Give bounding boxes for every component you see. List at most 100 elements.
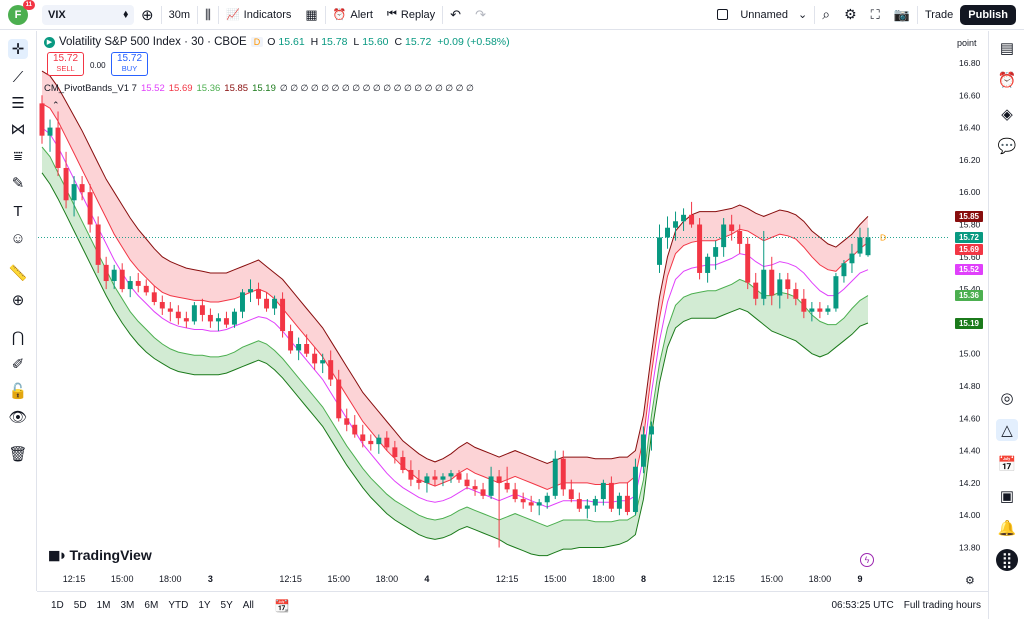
candle-body — [320, 360, 326, 364]
templates-button[interactable]: ▦ — [298, 0, 324, 30]
y-tick-label: 14.00 — [959, 510, 981, 520]
range-button-3m[interactable]: 3M — [120, 600, 135, 611]
indicators-button[interactable]: 📈 Indicators — [219, 0, 298, 30]
lightning-icon[interactable]: ϟ — [860, 553, 874, 567]
range-button-all[interactable]: All — [242, 600, 254, 611]
chat-icon[interactable]: 💬 — [997, 138, 1017, 155]
symbol-title[interactable]: Volatility S&P 500 Index · 30 · CBOE — [59, 36, 247, 48]
add-symbol-button[interactable]: ⊕ — [134, 0, 161, 30]
settings-button[interactable]: ⚙ — [837, 0, 864, 30]
y-tick-label: 14.40 — [959, 446, 981, 456]
avatar-letter: F — [14, 8, 22, 21]
undo-button[interactable]: ↶ — [443, 0, 468, 30]
change-value: +0.09 (+0.58%) — [437, 36, 510, 48]
range-button-5d[interactable]: 5D — [73, 600, 87, 611]
candle-body — [857, 237, 863, 254]
range-button-1d[interactable]: 1D — [51, 600, 64, 611]
range-button-ytd[interactable]: YTD — [168, 600, 189, 611]
zoom-in-icon[interactable]: ⊕ — [11, 292, 25, 309]
quick-search-button[interactable]: ⌕ — [815, 0, 837, 30]
bell-icon[interactable]: 🔔 — [997, 520, 1017, 537]
indicator-value-5: 15.19 — [252, 83, 276, 94]
horizontal-lines-icon[interactable]: ☰ — [11, 95, 25, 112]
layout-menu[interactable]: Unnamed ⌄ — [710, 0, 814, 30]
publish-button[interactable]: Publish — [960, 4, 1016, 25]
replay-button[interactable]: ⏮ Replay — [380, 0, 442, 30]
ruler-icon[interactable]: 📏 — [8, 265, 28, 282]
crosshair-icon[interactable]: ✛ — [8, 39, 28, 59]
eye-icon[interactable]: 👁 — [8, 409, 28, 426]
layers-icon[interactable]: ◈ — [1001, 106, 1013, 123]
open-label: O — [267, 36, 276, 48]
buy-button[interactable]: 15.72 BUY — [111, 52, 148, 76]
candle-body — [175, 311, 181, 319]
compare-symbol-icon[interactable]: ⬧ — [123, 9, 129, 20]
chart-type-button[interactable]: ⫼ — [198, 0, 218, 30]
emoji-icon[interactable]: ☺ — [10, 229, 26, 247]
candle-body — [159, 302, 165, 309]
collapse-legend-icon[interactable]: ⌃ — [52, 100, 60, 110]
fib-icon[interactable]: ⩸ — [13, 147, 23, 165]
redo-button[interactable]: ↷ — [468, 0, 493, 30]
pencil-lock-icon[interactable]: ✐ — [11, 356, 25, 373]
price-tag: 15.72 — [955, 231, 983, 243]
candle-body — [296, 344, 302, 351]
trash-icon[interactable]: 🗑 — [8, 446, 28, 463]
candle-body — [39, 103, 45, 136]
pattern-icon[interactable]: ⋈ — [10, 121, 26, 138]
y-tick-label: 15.80 — [959, 220, 981, 230]
x-tick-label: 18:00 — [809, 574, 832, 584]
range-button-5y[interactable]: 5Y — [220, 600, 233, 611]
axis-unit-label[interactable]: point — [957, 38, 977, 48]
calendar-icon[interactable]: 📅 — [997, 456, 1017, 473]
range-button-1m[interactable]: 1M — [96, 600, 111, 611]
candle-body — [761, 269, 767, 299]
watchlist-icon[interactable]: ▤ — [999, 40, 1015, 57]
magnet-icon[interactable]: ⋂ — [11, 329, 25, 346]
trade-button[interactable]: Trade — [918, 0, 960, 30]
candle-body — [135, 281, 141, 286]
text-icon[interactable]: T — [13, 202, 23, 220]
candle-body — [400, 457, 406, 470]
sell-button[interactable]: 15.72 SELL — [47, 52, 84, 76]
x-tick-label: 8 — [641, 574, 646, 584]
y-tick-label: 16.80 — [959, 58, 981, 68]
candles-icon: ⫼ — [204, 6, 211, 22]
brush-icon[interactable]: ✎ — [11, 175, 25, 192]
ideas-icon[interactable]: △ — [996, 419, 1018, 441]
candle-body — [488, 476, 494, 496]
range-button-6m[interactable]: 6M — [144, 600, 159, 611]
price-tag: 15.36 — [955, 290, 983, 302]
candle-body — [608, 482, 614, 509]
axis-settings-icon[interactable]: ⚙ — [965, 575, 975, 587]
candle-body — [167, 308, 173, 312]
indicator-legend[interactable]: CM_PivotBands_V1 7 15.52 15.69 15.36 15.… — [44, 83, 474, 94]
session-button[interactable]: Full trading hours — [903, 600, 981, 611]
upper-outer-line — [41, 70, 869, 465]
divider — [442, 5, 444, 24]
range-button-1y[interactable]: 1Y — [198, 600, 211, 611]
target-icon[interactable]: ◎ — [1000, 390, 1014, 407]
candle-body — [448, 473, 454, 477]
stream-icon[interactable]: ▣ — [999, 488, 1015, 505]
candle-body — [777, 279, 783, 296]
layout-square-icon — [717, 9, 729, 20]
candle-body — [616, 495, 622, 509]
trend-line-icon[interactable]: ⟋ — [12, 68, 24, 86]
apps-grid-icon[interactable]: ⣿ — [996, 549, 1018, 571]
goto-date-icon[interactable]: 📆 — [274, 598, 290, 613]
lock-icon[interactable]: 🔓 — [8, 383, 28, 400]
alerts-clock-icon[interactable]: ⏰ — [997, 72, 1017, 89]
indicator-value-1: 15.52 — [140, 83, 165, 94]
alert-button[interactable]: ⏰ Alert — [326, 0, 380, 30]
fullscreen-button[interactable]: ⛶ — [864, 0, 887, 30]
utc-clock[interactable]: 06:53:25 UTC — [831, 600, 894, 611]
symbol-search[interactable]: VIX ⬧ — [42, 4, 134, 25]
interval-button[interactable]: 30m — [162, 0, 197, 30]
candle-body — [432, 476, 438, 480]
user-avatar[interactable]: F 11 — [8, 0, 35, 25]
y-tick-label: 14.60 — [959, 413, 981, 423]
snapshot-button[interactable]: 📷 — [887, 0, 917, 30]
close-value: 15.72 — [405, 36, 432, 48]
